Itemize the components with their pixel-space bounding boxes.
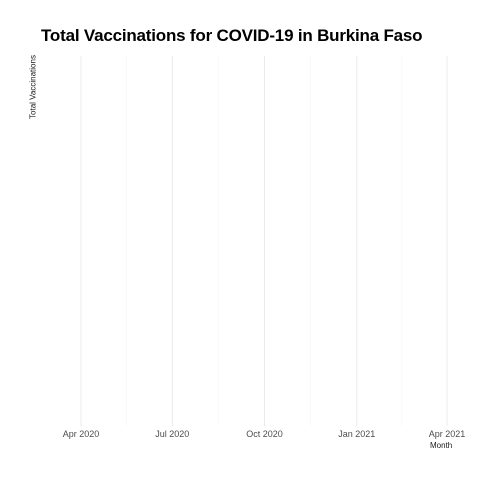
x-tick-label: Oct 2020 — [246, 429, 283, 439]
x-tick-label: Apr 2020 — [63, 429, 100, 439]
x-tick-label: Jan 2021 — [338, 429, 375, 439]
x-tick-label: Jul 2020 — [155, 429, 189, 439]
x-tick-label: Apr 2021 — [429, 429, 466, 439]
x-axis-label: Month — [430, 441, 453, 450]
chart-title: Total Vaccinations for COVID-19 in Burki… — [41, 26, 423, 45]
